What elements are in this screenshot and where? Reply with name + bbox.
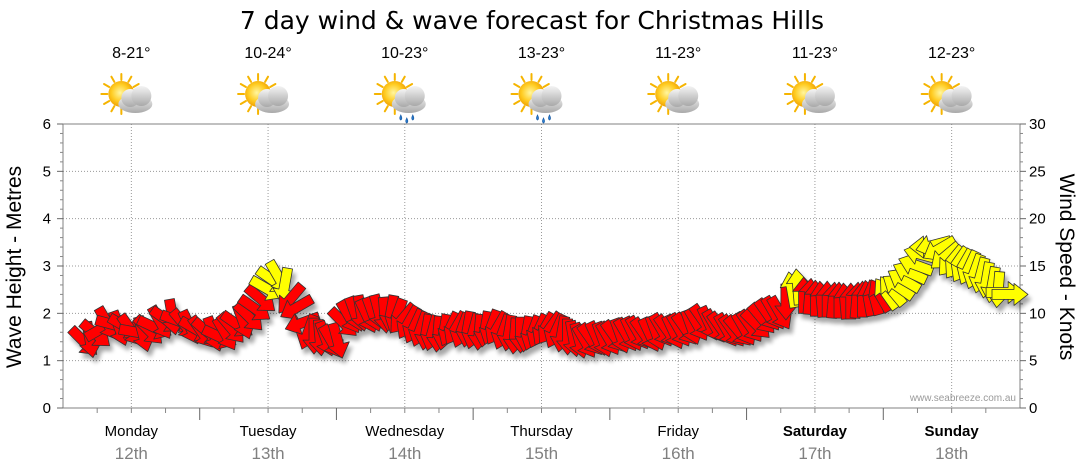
- x-day-label: Monday: [105, 423, 159, 440]
- temperature-range: 11-23°: [792, 45, 838, 62]
- y-tick-label-left: 4: [43, 211, 51, 228]
- chart-title: 7 day wind & wave forecast for Christmas…: [240, 6, 824, 35]
- y-tick-label-left: 5: [43, 163, 51, 180]
- x-day-label: Friday: [657, 423, 699, 440]
- showers-icon: [510, 73, 563, 124]
- y-tick-label-right: 0: [1029, 400, 1037, 417]
- wind-arrow: [898, 252, 935, 277]
- x-date-label: 14th: [388, 444, 421, 463]
- x-date-label: 12th: [115, 444, 148, 463]
- x-date-label: 18th: [935, 444, 968, 463]
- x-day-label: Thursday: [510, 423, 573, 440]
- x-day-label: Sunday: [925, 423, 980, 440]
- y-axis-title-right: Wind Speed - Knots: [1055, 174, 1078, 361]
- y-tick-label-right: 10: [1029, 305, 1046, 322]
- partly-cloudy-icon: [783, 73, 836, 115]
- wind-arrow: [327, 321, 350, 359]
- x-date-label: 16th: [662, 444, 695, 463]
- y-tick-label-right: 15: [1029, 258, 1046, 275]
- y-tick-label-left: 6: [43, 116, 51, 133]
- partly-cloudy-icon: [237, 73, 290, 115]
- y-tick-label-right: 25: [1029, 163, 1046, 180]
- partly-cloudy-icon: [920, 73, 973, 115]
- y-tick-label-right: 30: [1029, 116, 1046, 133]
- temperature-range: 12-23°: [928, 45, 975, 62]
- temperature-range: 11-23°: [655, 45, 701, 62]
- y-tick-label-right: 20: [1029, 211, 1046, 228]
- partly-cloudy-icon: [647, 73, 700, 115]
- x-date-label: 17th: [798, 444, 831, 463]
- x-day-label: Wednesday: [365, 423, 444, 440]
- temperature-range: 8-21°: [112, 45, 150, 62]
- credit-watermark: www.seabreeze.com.au: [909, 393, 1016, 404]
- y-axis-title-left: Wave Height - Metres: [3, 166, 26, 368]
- y-tick-label-left: 1: [43, 353, 51, 370]
- x-day-label: Tuesday: [240, 423, 297, 440]
- y-tick-label-left: 0: [43, 400, 51, 417]
- showers-icon: [373, 73, 426, 124]
- temperature-range: 10-23°: [381, 45, 428, 62]
- wind-arrow: [991, 282, 1029, 306]
- x-date-label: 15th: [525, 444, 558, 463]
- partly-cloudy-icon: [100, 73, 153, 115]
- y-tick-label-left: 2: [43, 305, 51, 322]
- wind-arrow: [280, 293, 315, 320]
- temperature-range: 10-24°: [244, 45, 291, 62]
- x-day-label: Saturday: [783, 423, 848, 440]
- y-tick-label-left: 3: [43, 258, 51, 275]
- x-date-label: 13th: [252, 444, 285, 463]
- temperature-range: 13-23°: [518, 45, 565, 62]
- y-tick-label-right: 5: [1029, 353, 1037, 370]
